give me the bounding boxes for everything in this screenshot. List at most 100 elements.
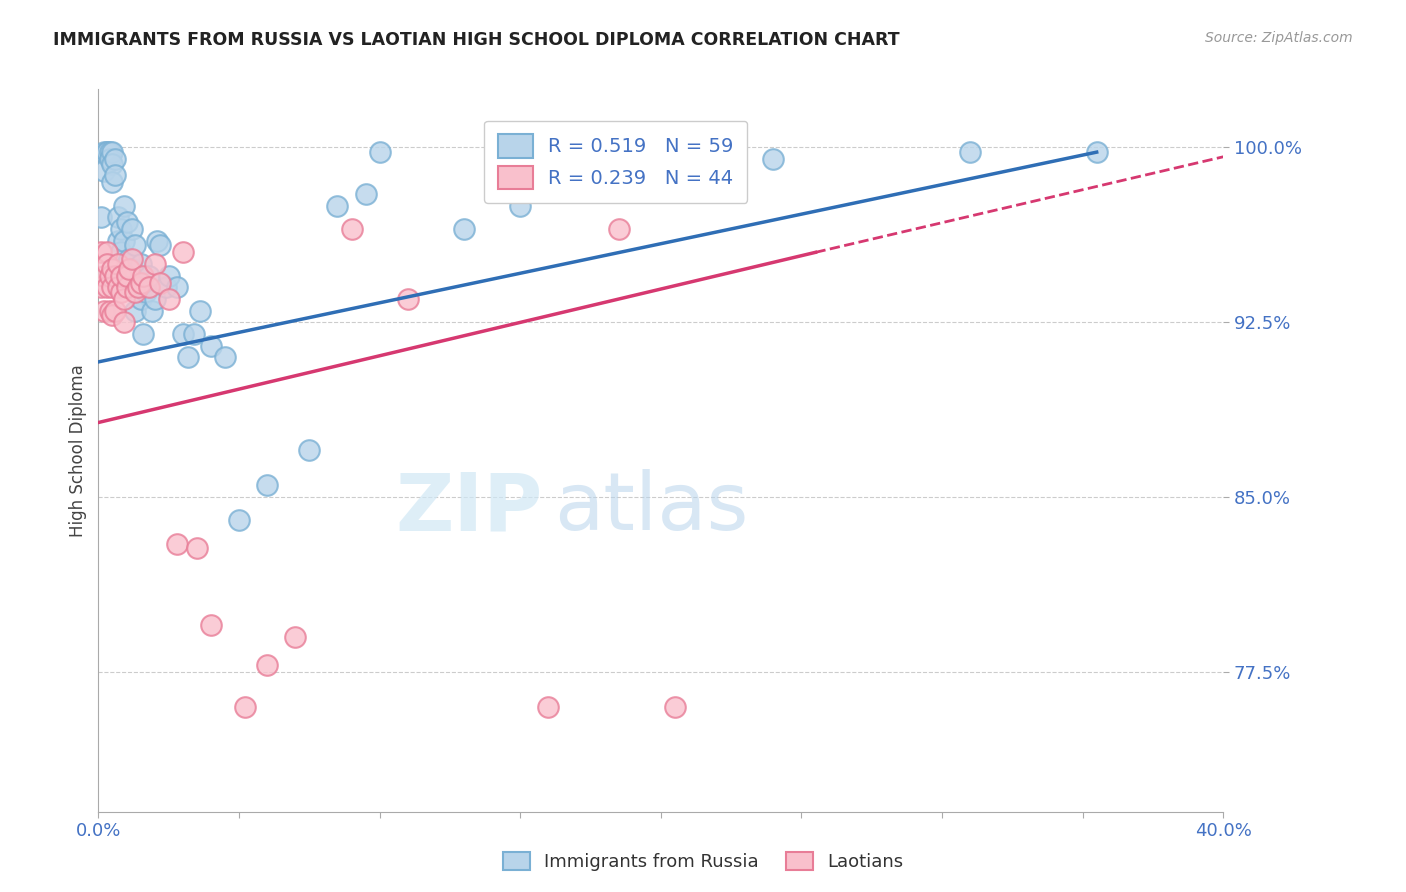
Point — [101, 145, 124, 160]
Point — [200, 618, 222, 632]
Point — [124, 303, 146, 318]
Point — [107, 234, 129, 248]
Point — [256, 657, 278, 672]
Point — [115, 280, 138, 294]
Point — [186, 541, 208, 556]
Point — [96, 245, 118, 260]
Point — [1085, 145, 1108, 160]
Point — [396, 292, 419, 306]
Point — [157, 292, 180, 306]
Point — [101, 308, 124, 322]
Point — [149, 238, 172, 252]
Point — [98, 145, 121, 160]
Point — [115, 268, 138, 283]
Point — [166, 537, 188, 551]
Point — [127, 280, 149, 294]
Point — [93, 163, 115, 178]
Point — [233, 699, 256, 714]
Point — [101, 157, 124, 171]
Point — [298, 443, 321, 458]
Point — [177, 350, 200, 364]
Point — [96, 145, 118, 160]
Point — [101, 280, 124, 294]
Point — [172, 326, 194, 341]
Point — [124, 238, 146, 252]
Point — [96, 145, 118, 160]
Point — [138, 268, 160, 283]
Point — [138, 280, 160, 294]
Point — [118, 268, 141, 283]
Point — [107, 280, 129, 294]
Point — [98, 152, 121, 166]
Point — [104, 169, 127, 183]
Point — [93, 303, 115, 318]
Point — [107, 211, 129, 225]
Point — [172, 245, 194, 260]
Text: IMMIGRANTS FROM RUSSIA VS LAOTIAN HIGH SCHOOL DIPLOMA CORRELATION CHART: IMMIGRANTS FROM RUSSIA VS LAOTIAN HIGH S… — [53, 31, 900, 49]
Point — [101, 176, 124, 190]
Y-axis label: High School Diploma: High School Diploma — [69, 364, 87, 537]
Point — [96, 257, 118, 271]
Point — [112, 292, 135, 306]
Point — [90, 280, 112, 294]
Point — [149, 276, 172, 290]
Point — [107, 257, 129, 271]
Point — [132, 268, 155, 283]
Point — [146, 234, 169, 248]
Point — [132, 280, 155, 294]
Point — [135, 285, 157, 299]
Point — [762, 152, 785, 166]
Point — [121, 252, 143, 267]
Point — [129, 276, 152, 290]
Point — [112, 315, 135, 329]
Point — [98, 268, 121, 283]
Point — [110, 285, 132, 299]
Text: atlas: atlas — [554, 469, 748, 548]
Point — [93, 145, 115, 160]
Point — [118, 261, 141, 276]
Point — [104, 268, 127, 283]
Point — [579, 176, 602, 190]
Point — [107, 280, 129, 294]
Point — [124, 285, 146, 299]
Point — [141, 303, 163, 318]
Point — [155, 280, 177, 294]
Point — [354, 187, 377, 202]
Point — [340, 222, 363, 236]
Point — [104, 152, 127, 166]
Point — [129, 257, 152, 271]
Point — [104, 303, 127, 318]
Point — [110, 245, 132, 260]
Point — [121, 222, 143, 236]
Point — [188, 303, 211, 318]
Point — [256, 478, 278, 492]
Point — [607, 222, 630, 236]
Point — [112, 199, 135, 213]
Point — [143, 257, 166, 271]
Point — [101, 261, 124, 276]
Point — [368, 145, 391, 160]
Point — [183, 326, 205, 341]
Point — [166, 280, 188, 294]
Point — [90, 211, 112, 225]
Point — [664, 699, 686, 714]
Point — [110, 268, 132, 283]
Point — [453, 222, 475, 236]
Point — [129, 292, 152, 306]
Text: ZIP: ZIP — [395, 469, 543, 548]
Legend: Immigrants from Russia, Laotians: Immigrants from Russia, Laotians — [495, 845, 911, 879]
Point — [326, 199, 349, 213]
Point — [143, 292, 166, 306]
Point — [90, 245, 112, 260]
Point — [115, 215, 138, 229]
Point — [200, 338, 222, 352]
Point — [93, 268, 115, 283]
Point — [98, 303, 121, 318]
Point — [115, 257, 138, 271]
Point — [96, 280, 118, 294]
Point — [121, 261, 143, 276]
Point — [112, 234, 135, 248]
Point — [537, 699, 560, 714]
Point — [118, 252, 141, 267]
Point — [959, 145, 981, 160]
